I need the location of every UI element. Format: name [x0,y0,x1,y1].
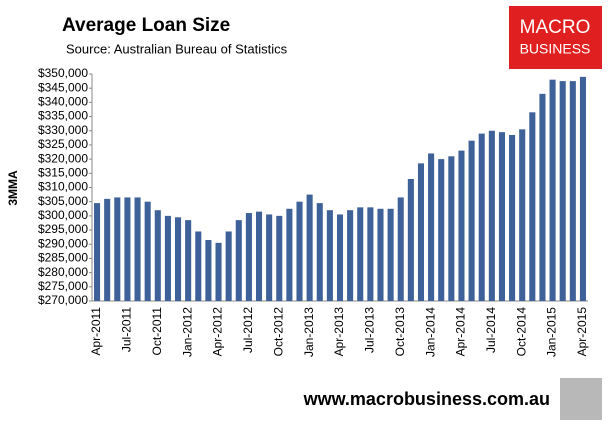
y-tick-label: $280,000 [38,265,88,279]
x-tick-label: Jul-2011 [120,307,134,352]
bar [276,215,283,301]
y-tick-label: $340,000 [38,95,88,109]
footer-url: www.macrobusiness.com.au [303,389,550,409]
bar [114,197,121,301]
y-tick-label: $330,000 [38,123,88,137]
x-tick-label: Jan-2012 [180,307,194,357]
bar [509,135,516,301]
bar [225,231,232,301]
bar [94,203,101,301]
y-tick-label: $310,000 [38,180,88,194]
bar [164,215,171,301]
bar [255,211,263,301]
bar [266,214,273,301]
x-tick-label: Jan-2013 [302,307,316,357]
x-tick-label: Apr-2012 [211,307,225,357]
logo-text: MACRO [520,17,591,38]
bar [347,210,354,301]
chart-subtitle: Source: Australian Bureau of Statistics [66,41,288,56]
x-tick-label: Oct-2014 [514,307,528,357]
bar [205,239,212,301]
bar [144,201,151,301]
bar [134,197,141,301]
y-tick-label: $285,000 [38,251,88,265]
bar [579,76,586,302]
y-tick-label: $325,000 [38,137,88,151]
x-tick-label: Apr-2014 [454,307,468,357]
bar [316,203,323,301]
bar [549,79,556,301]
bar [417,163,425,301]
x-tick-label: Apr-2011 [89,307,103,356]
bar [498,132,505,301]
bar [488,130,495,301]
y-tick-label: $320,000 [38,151,88,165]
logo-text: BUSINESS [520,41,591,57]
y-tick-label: $275,000 [38,279,88,293]
bar [104,198,111,301]
bar [185,220,192,301]
x-tick-label: Oct-2012 [271,307,285,357]
x-tick-label: Apr-2013 [332,307,346,357]
bar [397,197,404,301]
y-tick-label: $350,000 [38,66,88,80]
bar [559,81,566,301]
bar [175,217,182,301]
bar [569,81,576,301]
bar [286,208,293,301]
bar [336,214,344,301]
x-tick-label: Jul-2013 [363,307,377,353]
y-tick-label: $270,000 [38,293,88,307]
chart-title: Average Loan Size [62,15,230,36]
x-tick-label: Apr-2015 [575,307,589,357]
bar [367,207,374,301]
logo [509,6,602,69]
bar [438,159,445,301]
x-tick-label: Jan-2015 [545,307,559,357]
y-axis-label: 3MMA [6,170,20,206]
bar [195,231,202,301]
bar [377,208,384,301]
bar [468,140,475,301]
y-tick-label: $290,000 [38,236,88,250]
bar [215,242,222,301]
y-tick-label: $295,000 [38,222,88,236]
bar [154,210,161,301]
bar [387,208,394,301]
bar [407,178,414,301]
y-tick-label: $305,000 [38,194,88,208]
y-tick-label: $335,000 [38,109,88,123]
y-tick-label: $345,000 [38,80,88,94]
bar [529,112,536,302]
bar [448,156,455,301]
x-tick-label: Oct-2013 [393,307,407,357]
y-tick-label: $300,000 [38,208,88,222]
y-tick-label: $315,000 [38,165,88,179]
bar [245,213,252,301]
x-tick-label: Oct-2011 [150,307,164,356]
bar [458,150,465,301]
bar [235,220,242,301]
logo-image [560,378,602,420]
bar [306,194,313,301]
x-tick-label: Jul-2012 [241,307,255,353]
bar [519,129,526,301]
bar [124,197,131,301]
bar [357,207,364,301]
bar [428,153,435,301]
bar [539,93,546,301]
x-tick-label: Jan-2014 [423,307,437,357]
bar [326,210,333,301]
bar [296,201,303,301]
x-tick-label: Jul-2014 [484,307,498,353]
bar [478,133,485,301]
